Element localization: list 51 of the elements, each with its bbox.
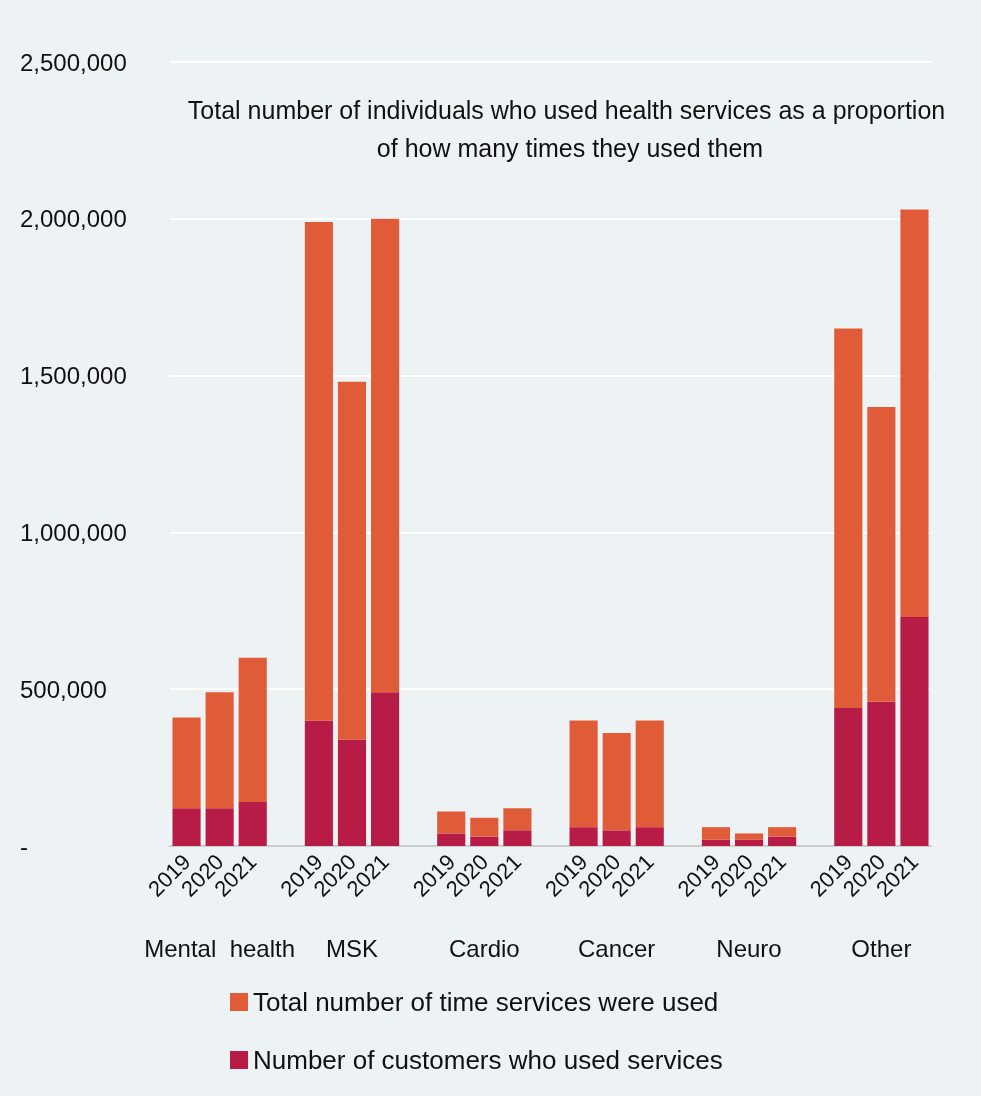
y-tick-label: 1,000,000 [20,518,127,546]
bar [437,811,466,834]
bar [867,406,896,702]
bar [900,209,929,618]
bar [304,720,333,846]
y-tick-label: 2,500,000 [20,48,127,76]
bar [470,817,499,837]
bar [437,833,466,846]
y-tick-label: 1,500,000 [20,362,127,390]
bar [900,617,929,846]
bar [834,708,863,846]
bar [701,827,730,840]
bar [768,836,797,846]
bar [867,701,896,846]
bar [172,808,201,846]
bar [635,720,664,828]
text: Cancer [577,934,656,962]
y-tick-label: 2,000,000 [20,205,127,233]
text: Other [851,934,912,962]
bar [205,808,234,846]
bar [371,692,400,846]
bar [503,808,532,831]
bar [834,328,863,709]
bar [337,381,367,740]
legend-label: Total number of time services were used [253,987,719,1017]
bar [238,657,267,803]
bar [701,839,730,846]
bar [238,802,267,846]
bar [205,692,234,809]
bar [503,830,532,846]
text: Total number of individuals who used health services as a proportion of how many times they used them [187,96,953,162]
bar [371,218,400,693]
bar [470,836,499,846]
bar [602,830,631,846]
bar [304,221,333,721]
text: Cardio [448,934,520,962]
bar [602,733,631,831]
bar [734,839,764,846]
legend-label: Number of customers who used services [253,1045,723,1075]
bar [569,827,598,846]
bar [635,827,664,846]
text: Neuro [716,934,782,962]
bar [734,833,764,840]
bar [569,720,598,828]
text: MSK [325,934,378,962]
text: Mental health [144,934,296,962]
bar [337,739,367,846]
y-tick-label: - [20,832,28,860]
bar [172,717,201,809]
bar [768,827,797,837]
y-tick-label: 500,000 [20,675,107,703]
